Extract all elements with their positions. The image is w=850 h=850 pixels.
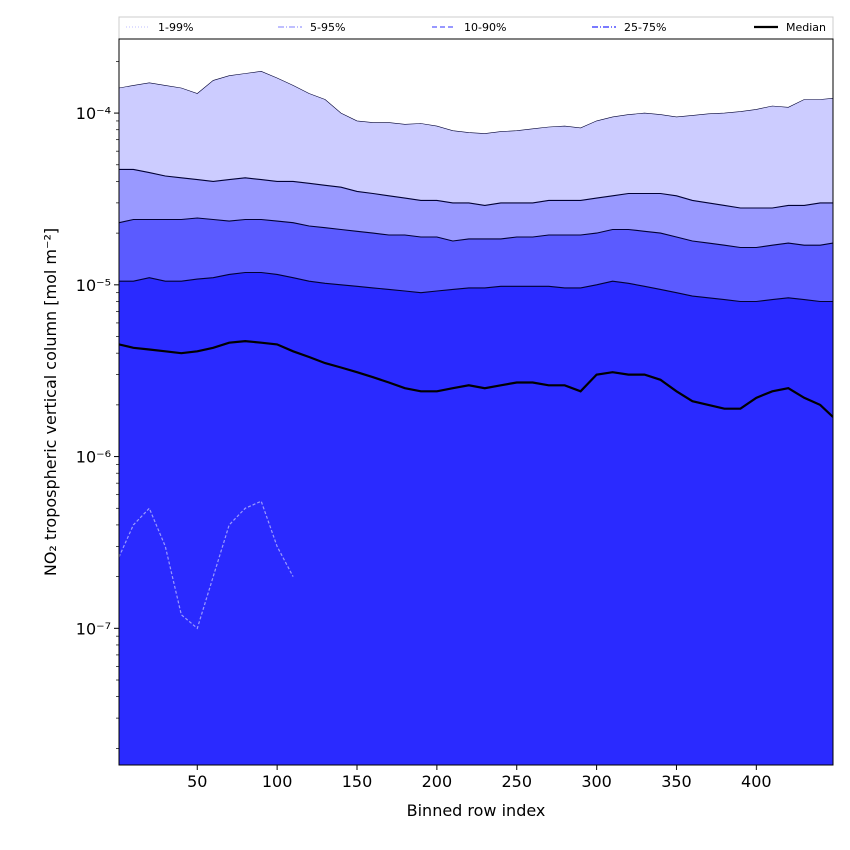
- band-lower-edge: [119, 500, 294, 630]
- x-tick-label: 250: [501, 772, 532, 791]
- x-tick-label: 100: [262, 772, 293, 791]
- x-tick-label: 200: [422, 772, 453, 791]
- y-tick-label: 10⁻⁶: [76, 448, 111, 467]
- band-upper-edge: [119, 271, 833, 303]
- x-tick-label: 350: [661, 772, 692, 791]
- median-line: [119, 339, 833, 418]
- x-tick-label: 300: [581, 772, 612, 791]
- y-tick-label: 10⁻⁷: [76, 619, 111, 638]
- y-tick-label: 10⁻⁵: [76, 276, 111, 295]
- legend-label: 1-99%: [158, 21, 193, 34]
- legend-label: 5-95%: [310, 21, 345, 34]
- legend-label: 10-90%: [464, 21, 506, 34]
- x-tick-label: 400: [741, 772, 772, 791]
- plot-area: [119, 70, 833, 765]
- band-upper-edge: [119, 217, 833, 249]
- x-axis-label: Binned row index: [407, 801, 546, 820]
- y-tick-label: 10⁻⁴: [76, 104, 111, 123]
- x-tick-label: 50: [187, 772, 207, 791]
- y-axis: 10⁻⁷ 10⁻⁶ 10⁻⁵ 10⁻⁴: [76, 61, 119, 749]
- legend-label: 25-75%: [624, 21, 666, 34]
- legend-label: Median: [786, 21, 826, 34]
- legend: 1-99% 5-95% 10-90% 25-75% Median: [118, 16, 834, 40]
- plot-frame: [118, 38, 834, 766]
- band-upper-edge: [119, 168, 833, 209]
- band-25-75: [119, 272, 833, 765]
- x-tick-label: 150: [342, 772, 373, 791]
- x-axis: 50 100 150 200 250 300 350 400: [187, 765, 772, 791]
- y-axis-label: NO₂ tropospheric vertical column [mol m⁻…: [41, 228, 60, 576]
- band-upper-edge: [119, 70, 833, 134]
